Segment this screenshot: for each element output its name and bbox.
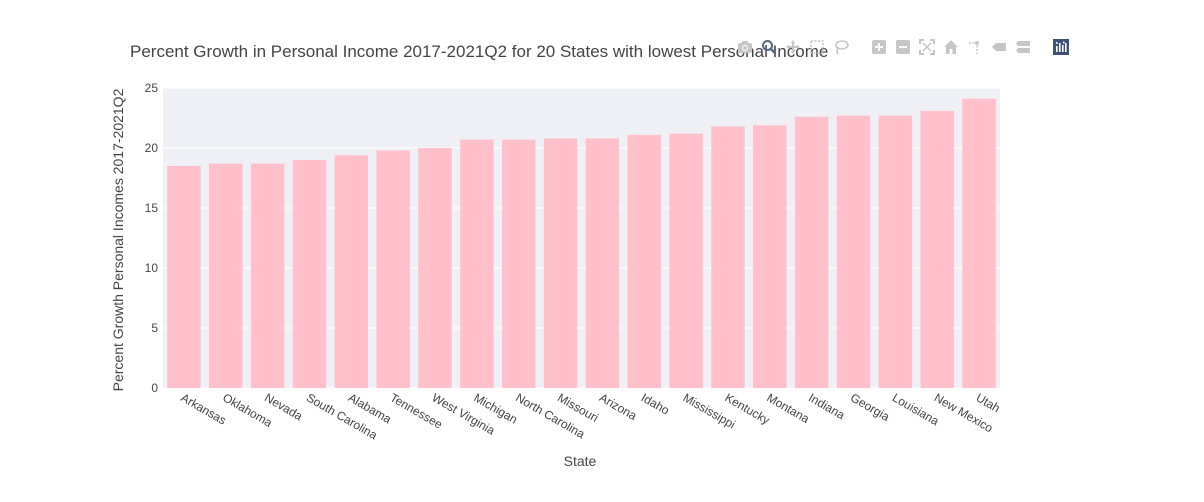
x-tick-label: Utah (974, 390, 1003, 415)
bar[interactable] (627, 134, 662, 388)
x-tick-label: Arkansas (178, 390, 228, 427)
home-icon[interactable] (942, 38, 960, 56)
bar[interactable] (334, 155, 369, 388)
y-tick-label: 0 (151, 381, 158, 395)
hover-closest-icon[interactable] (990, 38, 1008, 56)
x-tick-label: Montana (764, 390, 812, 426)
x-tick-label: Georgia (848, 390, 892, 424)
x-tick-label: Idaho (639, 390, 672, 417)
bar[interactable] (920, 110, 954, 389)
x-axis-title: State (564, 453, 597, 469)
y-axis-ticks: 0 5 10 15 20 25 (145, 81, 159, 395)
y-tick-label: 25 (145, 81, 159, 95)
x-tick-label: South Carolina (304, 390, 380, 442)
y-tick-label: 10 (145, 261, 159, 275)
x-tick-label: Louisiana (890, 390, 942, 428)
pan-icon[interactable] (784, 38, 802, 56)
zoom-out-icon[interactable] (894, 38, 912, 56)
zoom-icon[interactable] (760, 38, 778, 56)
bar[interactable] (836, 115, 871, 388)
y-tick-label: 20 (145, 141, 159, 155)
bar[interactable] (376, 150, 410, 388)
bar[interactable] (209, 163, 243, 388)
camera-icon[interactable] (736, 38, 754, 56)
modebar (736, 38, 1070, 56)
chart-title: Percent Growth in Personal Income 2017-2… (130, 42, 829, 61)
bar[interactable] (669, 133, 703, 388)
bars (167, 98, 996, 389)
bar[interactable] (794, 116, 829, 389)
bar[interactable] (250, 163, 285, 388)
zoom-in-icon[interactable] (870, 38, 888, 56)
y-tick-label: 5 (151, 321, 158, 335)
spike-lines-icon[interactable] (966, 38, 984, 56)
lasso-icon[interactable] (832, 38, 850, 56)
bar[interactable] (585, 138, 620, 388)
y-tick-label: 15 (145, 201, 159, 215)
bar[interactable] (460, 139, 494, 388)
x-tick-label: Indiana (806, 390, 847, 422)
plot-area (163, 88, 1000, 388)
bar[interactable] (753, 125, 787, 388)
hover-compare-icon[interactable] (1014, 38, 1032, 56)
x-tick-label: Arizona (597, 390, 640, 423)
y-axis-title: Percent Growth Personal Incomes 2017-202… (110, 88, 126, 391)
plotly-logo-icon[interactable] (1052, 38, 1070, 56)
bar[interactable] (167, 166, 201, 388)
box-select-icon[interactable] (808, 38, 826, 56)
bar[interactable] (878, 115, 913, 388)
bar[interactable] (501, 139, 536, 388)
autoscale-icon[interactable] (918, 38, 936, 56)
bar[interactable] (543, 138, 578, 388)
bar[interactable] (292, 160, 327, 388)
bar[interactable] (962, 98, 996, 389)
bar[interactable] (418, 148, 452, 388)
bar[interactable] (711, 126, 745, 389)
